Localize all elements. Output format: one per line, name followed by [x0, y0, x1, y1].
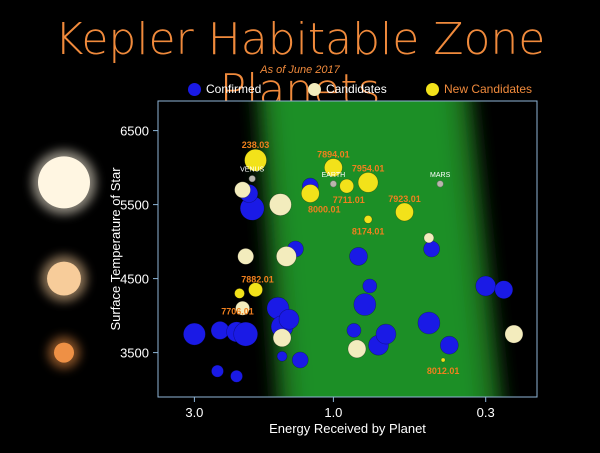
point-candidates	[234, 181, 251, 199]
point-confirmed	[210, 321, 230, 340]
point-confirmed	[423, 240, 440, 258]
point-label: 7706.01	[221, 306, 254, 316]
point-new-candidates	[395, 202, 414, 222]
point-confirmed	[291, 351, 309, 369]
point-new-candidates	[248, 282, 263, 298]
point-confirmed	[276, 350, 288, 362]
point-new-candidates	[440, 357, 446, 363]
page-title: Kepler Habitable Zone Planets	[54, 14, 546, 116]
point-label: 7894.01	[317, 150, 350, 160]
y-tick-label: 3500	[120, 346, 149, 361]
legend-marker-confirmed	[188, 82, 201, 96]
point-candidates	[237, 248, 254, 265]
point-confirmed	[230, 369, 243, 383]
point-candidates	[423, 232, 435, 244]
point-candidates	[276, 246, 297, 267]
legend-item-candidates: Candidates	[308, 82, 387, 96]
solar-planet-label: MARS	[430, 172, 451, 179]
y-tick-label: 4500	[120, 272, 149, 287]
point-confirmed	[211, 364, 224, 378]
x-tick-label: 3.0	[185, 405, 203, 420]
point-label: 8174.01	[352, 226, 385, 236]
point-new-candidates	[301, 184, 320, 203]
point-candidates	[347, 339, 367, 359]
point-label: 7882.01	[241, 275, 274, 285]
page-subtitle: As of June 2017	[260, 64, 340, 76]
star-icon	[38, 156, 90, 209]
point-candidates	[272, 328, 292, 348]
legend-item-confirmed: Confirmed	[188, 82, 261, 96]
point-candidates	[269, 193, 292, 216]
y-tick-label: 6500	[120, 124, 149, 139]
point-confirmed	[349, 247, 368, 266]
point-candidates	[504, 324, 524, 344]
legend-label-candidates: Candidates	[326, 82, 387, 96]
point-confirmed	[346, 323, 362, 338]
solar-planet-venus	[248, 175, 256, 183]
point-confirmed	[353, 293, 377, 316]
legend: Confirmed Candidates New Candidates	[0, 82, 600, 100]
x-tick-label: 0.3	[477, 405, 495, 420]
point-confirmed	[494, 280, 514, 300]
legend-item-new-candidates: New Candidates	[426, 82, 532, 96]
point-label: 7711.01	[333, 195, 365, 205]
point-new-candidates	[339, 178, 355, 194]
point-confirmed	[440, 335, 459, 355]
point-confirmed	[278, 308, 300, 330]
solar-planet-label: VENUS	[240, 167, 264, 174]
point-label: 7923.01	[388, 194, 421, 204]
solar-planet-mars	[436, 180, 444, 188]
point-confirmed	[417, 311, 441, 335]
data-points	[183, 148, 524, 383]
legend-label-new-candidates: New Candidates	[444, 82, 533, 96]
legend-marker-candidates	[308, 82, 321, 96]
point-new-candidates	[363, 215, 373, 224]
star-icon	[47, 261, 81, 296]
point-label: 7954.01	[352, 163, 385, 173]
point-candidates	[235, 300, 250, 316]
point-confirmed	[233, 321, 258, 347]
point-confirmed	[375, 323, 397, 345]
legend-marker-new-candidates	[426, 82, 439, 96]
y-axis-label: Surface Temperature of Star	[108, 167, 123, 331]
point-new-candidates	[234, 288, 245, 299]
plot-frame	[157, 100, 538, 398]
star-icon	[54, 342, 74, 363]
y-tick-label: 5500	[120, 198, 149, 213]
solar-planet-earth	[329, 180, 337, 188]
solar-planet-label: EARTH	[322, 172, 346, 179]
legend-label-confirmed: Confirmed	[206, 82, 262, 96]
point-confirmed	[183, 322, 206, 346]
x-tick-label: 1.0	[324, 405, 342, 420]
point-label: 8000.01	[308, 205, 341, 215]
point-confirmed	[362, 278, 378, 294]
point-new-candidates	[324, 158, 343, 177]
point-label: 238.03	[242, 140, 270, 150]
point-new-candidates	[357, 172, 379, 193]
point-new-candidates	[244, 148, 267, 172]
point-label: 8012.01	[427, 366, 460, 376]
point-confirmed	[475, 275, 497, 297]
x-axis-label: Energy Received by Planet	[269, 421, 426, 436]
